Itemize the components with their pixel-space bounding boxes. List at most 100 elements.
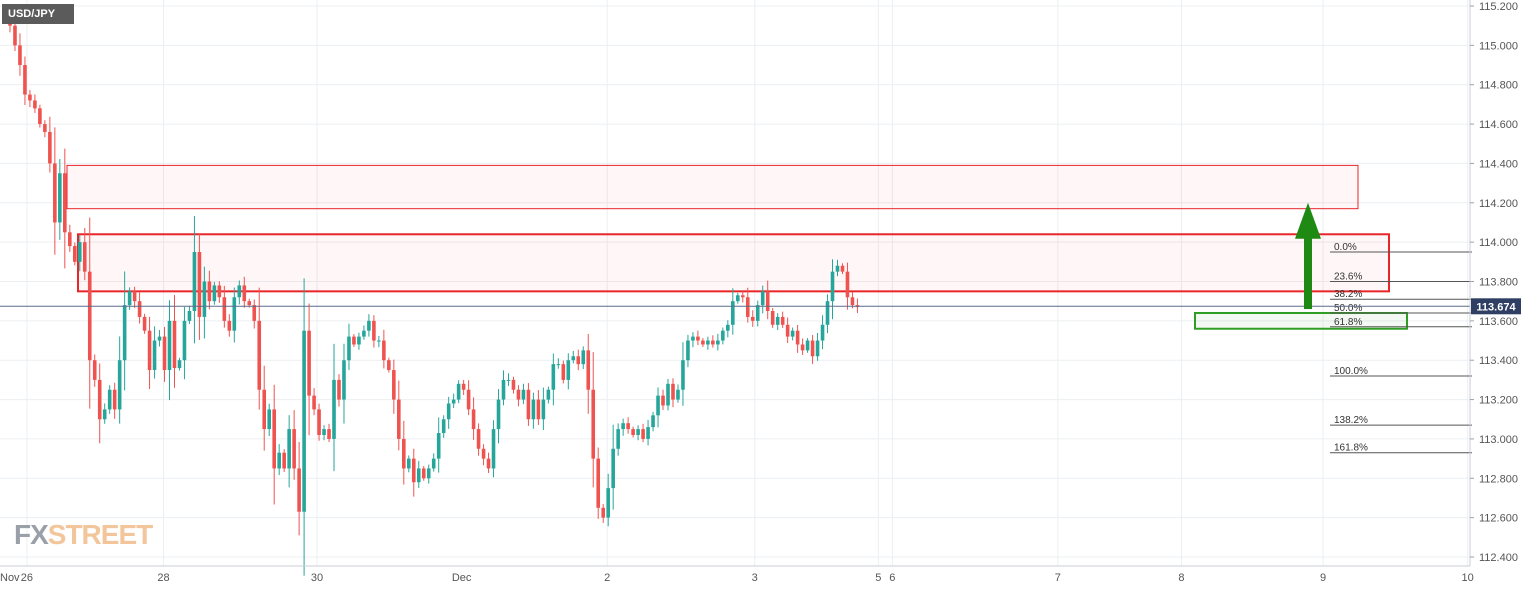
- candle-body: [516, 389, 521, 400]
- candle-body: [72, 246, 77, 262]
- candle-body: [601, 507, 605, 518]
- candle-body: [247, 301, 252, 306]
- resistance-zone-lower: [77, 233, 1390, 293]
- fxstreet-logo: FXSTREET: [14, 519, 153, 550]
- candle-body: [706, 340, 710, 345]
- candle-body: [466, 389, 471, 410]
- fib-label: 0.0%: [1334, 242, 1357, 253]
- candle-body: [18, 45, 22, 66]
- candle-body: [780, 316, 785, 325]
- candle-body: [177, 360, 182, 369]
- candle-body: [451, 399, 456, 404]
- candle-body: [112, 389, 117, 410]
- candle-body: [302, 330, 306, 512]
- support-zone: [1194, 311, 1408, 330]
- candle-body: [222, 297, 227, 321]
- candle-body: [292, 429, 296, 469]
- candle-body: [726, 324, 730, 331]
- time-tick-label: 7: [1055, 572, 1061, 584]
- candle-body: [631, 429, 635, 435]
- candle-body: [77, 242, 82, 262]
- candle-body: [576, 356, 581, 365]
- candle-body: [521, 389, 526, 400]
- candle-body: [117, 360, 122, 410]
- candle-body: [132, 291, 137, 302]
- candle-body: [23, 65, 27, 95]
- price-tick-label: 113.000: [1479, 434, 1518, 446]
- candle-body: [785, 324, 790, 337]
- candle-body: [267, 409, 272, 430]
- candle-body: [322, 429, 326, 435]
- candle-body: [92, 360, 97, 380]
- candle-body: [745, 297, 750, 317]
- candle-body: [701, 340, 705, 345]
- candle-body: [387, 360, 391, 371]
- price-axis[interactable]: 115.200 115.000 114.800 114.600 114.400 114.2…: [1469, 0, 1518, 566]
- candle-body: [711, 340, 715, 345]
- candle-body: [840, 265, 845, 272]
- candle-body: [825, 301, 830, 325]
- price-tick-label: 114.600: [1479, 119, 1518, 131]
- candle-body: [127, 291, 132, 306]
- candle-body: [815, 340, 820, 357]
- candle-body: [800, 344, 805, 351]
- symbol-badge: USD/JPY: [2, 4, 74, 24]
- resistance-zone-upper: [66, 164, 1359, 210]
- candle-body: [765, 291, 770, 312]
- price-tick-label: 115.000: [1479, 40, 1518, 52]
- time-tick-label: 6: [889, 572, 895, 584]
- candle-body: [287, 429, 291, 469]
- candle-body: [486, 458, 491, 469]
- candle-body: [207, 281, 212, 302]
- price-tick-label: 112.600: [1479, 513, 1518, 525]
- candle-body: [611, 448, 615, 489]
- candle-body: [87, 271, 92, 361]
- candle-body: [282, 452, 286, 469]
- candle-body: [830, 271, 835, 302]
- candle-body: [312, 395, 316, 410]
- price-tick-label: 112.400: [1479, 552, 1518, 564]
- candle-body: [367, 320, 371, 331]
- candle-body: [187, 311, 192, 321]
- candle-body: [616, 429, 620, 449]
- time-tick-label: 28: [157, 572, 169, 584]
- candle-body: [411, 458, 416, 483]
- candle-body: [277, 452, 281, 469]
- candle-body: [436, 433, 441, 459]
- candle-body: [122, 305, 127, 361]
- candle-body: [456, 383, 461, 400]
- candle-body: [68, 232, 72, 247]
- candle-body: [586, 350, 591, 390]
- candle-body: [406, 458, 411, 469]
- candle-body: [53, 163, 57, 223]
- candle-body: [671, 383, 675, 400]
- candle-body: [606, 488, 610, 518]
- candle-body: [696, 336, 700, 341]
- candle-body: [102, 409, 107, 420]
- price-tick-label: 112.800: [1479, 473, 1518, 485]
- candle-body: [362, 330, 366, 337]
- candle-body: [172, 320, 177, 369]
- candle-body: [242, 285, 247, 302]
- fib-label: 50.0%: [1334, 303, 1362, 314]
- candle-body: [641, 429, 645, 439]
- candle-body: [97, 379, 102, 420]
- candle-body: [33, 100, 37, 109]
- candle-body: [392, 370, 396, 400]
- candle-body: [217, 285, 222, 298]
- candle-body: [770, 311, 775, 325]
- candle-body: [152, 340, 157, 371]
- candle-body: [48, 131, 52, 164]
- candle-body: [377, 340, 381, 342]
- candle-body: [232, 297, 237, 331]
- candle-body: [511, 379, 516, 390]
- candle-body: [735, 295, 740, 302]
- candle-body: [212, 285, 217, 302]
- candle-body: [327, 429, 331, 439]
- time-axis[interactable]: Nov 26 28 30 Dec 2 3 5 6 7 8 9 10: [0, 565, 1474, 584]
- candle-body: [357, 336, 361, 345]
- price-tick-label: 114.800: [1479, 80, 1518, 92]
- time-tick-label: 30: [311, 572, 323, 584]
- grid-lines: [0, 0, 1470, 566]
